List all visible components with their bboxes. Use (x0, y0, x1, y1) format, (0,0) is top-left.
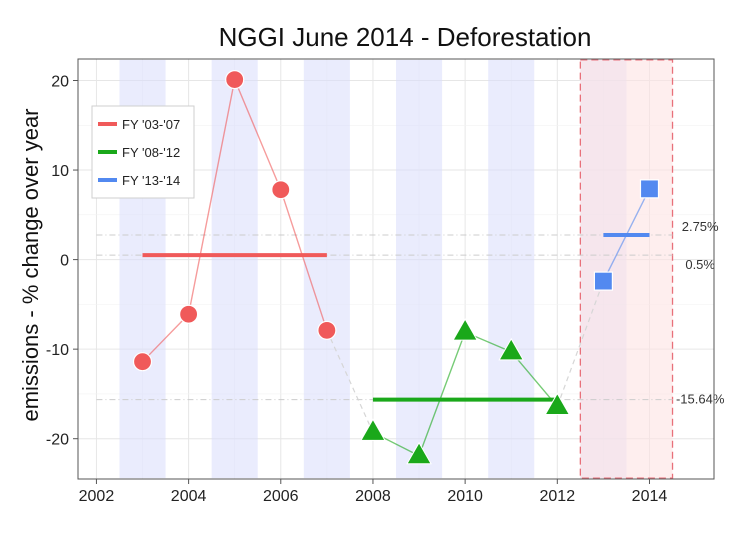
legend-label: FY '03-'07 (122, 117, 180, 132)
data-point (360, 418, 386, 441)
data-points (132, 69, 660, 465)
dashed-connector (326, 330, 374, 433)
highlight-box (579, 59, 674, 479)
data-point (271, 180, 291, 200)
shaded-band (303, 59, 350, 479)
y-tick-label: -10 (46, 342, 69, 359)
data-point (225, 69, 245, 90)
data-point (317, 320, 337, 340)
shaded-band (488, 59, 535, 479)
y-axis-label: emissions - % change over year (18, 108, 43, 421)
x-tick-label: 2004 (171, 488, 207, 505)
plot-border (77, 58, 715, 480)
x-tick-label: 2010 (447, 488, 483, 505)
y-tick-label: -20 (46, 432, 69, 449)
chart-title: NGGI June 2014 - Deforestation (219, 22, 592, 52)
y-tick-label: 0 (60, 253, 69, 270)
y-tick-label: 10 (51, 163, 69, 180)
data-point (406, 441, 432, 465)
x-tick-label: 2014 (632, 488, 668, 505)
data-point (498, 337, 525, 361)
dashed-connector (556, 280, 604, 407)
data-point (452, 318, 478, 341)
reference-line-label: -15.64% (676, 392, 725, 407)
y-tick-label: 20 (51, 73, 69, 90)
mean-segments (142, 232, 650, 402)
x-tick-label: 2002 (79, 488, 115, 505)
data-point (639, 179, 660, 199)
data-point (544, 392, 571, 415)
legend: FY '03-'07 FY '08-'12 FY '13-'14 (91, 105, 195, 199)
x-tick-label: 2008 (355, 488, 391, 505)
reference-line-label: 2.75% (682, 219, 719, 234)
data-point (593, 271, 613, 291)
dashed-connectors (326, 280, 604, 433)
data-point (132, 352, 153, 372)
x-tick-label: 2006 (263, 488, 299, 505)
x-tick-label: 2012 (540, 488, 576, 505)
legend-label: FY '08-'12 (122, 145, 180, 160)
data-point (179, 304, 199, 324)
legend-label: FY '13-'14 (122, 173, 180, 188)
reference-line-label: 0.5% (685, 257, 715, 272)
shaded-band (396, 59, 443, 479)
shaded-band (211, 59, 258, 479)
